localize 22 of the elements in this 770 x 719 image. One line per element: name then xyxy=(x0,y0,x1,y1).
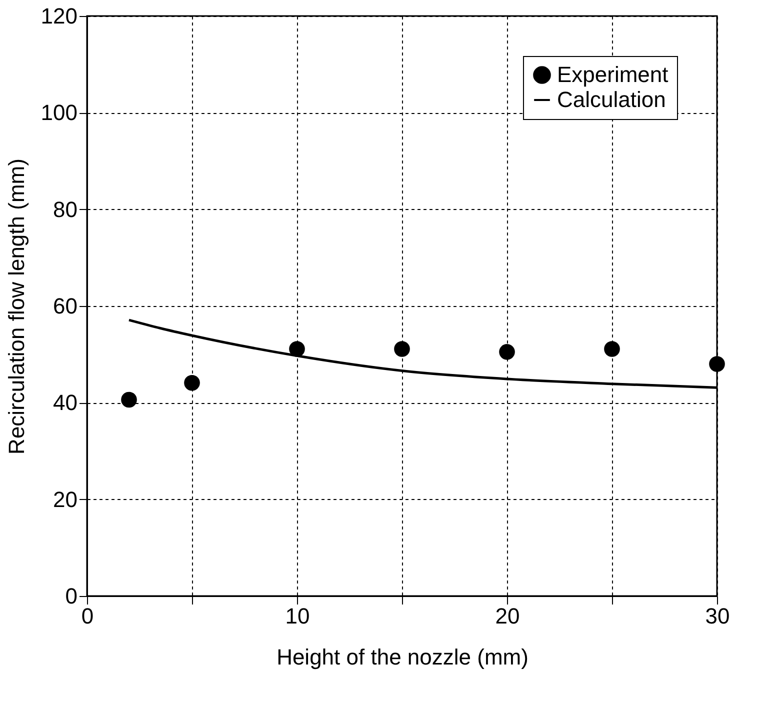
point xyxy=(709,356,725,372)
x-tick-label: 0 xyxy=(81,604,94,628)
x-axis-title: Height of the nozzle (mm) xyxy=(276,644,528,670)
point xyxy=(121,392,137,408)
y-axis-title: Recirculation flow length (mm) xyxy=(4,158,29,454)
x-tick-label: 20 xyxy=(495,604,520,628)
x-tick-label: 30 xyxy=(705,604,730,628)
y-tick-label: 60 xyxy=(53,294,78,318)
y-tick-label: 20 xyxy=(53,486,78,512)
point xyxy=(394,341,410,357)
point xyxy=(184,374,200,391)
x-tick-label: 10 xyxy=(285,604,310,628)
legend-label: Calculation xyxy=(557,87,666,112)
point xyxy=(289,341,305,357)
point xyxy=(604,341,620,357)
y-tick-label: 40 xyxy=(53,390,78,416)
point xyxy=(499,344,515,360)
y-tick-label: 120 xyxy=(40,4,78,28)
y-tick-label: 80 xyxy=(53,196,78,222)
y-tick-label: 100 xyxy=(40,100,78,126)
y-tick-label: 0 xyxy=(65,584,78,608)
legend-label: Experiment xyxy=(557,62,668,87)
